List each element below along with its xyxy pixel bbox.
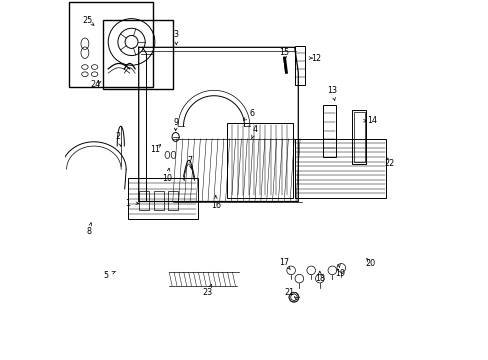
Text: 11: 11 [149,145,160,154]
Text: 9: 9 [173,118,178,127]
Bar [102,21,172,89]
Text: 14: 14 [366,116,376,125]
Text: 15: 15 [279,48,289,57]
Text: 10: 10 [162,174,172,183]
Bar [128,178,198,220]
Bar [226,123,292,198]
Bar [351,110,366,164]
Bar [168,191,178,211]
Text: 24: 24 [90,81,101,90]
Bar [294,139,386,198]
Bar [139,191,149,211]
Bar [353,112,364,162]
Bar [69,3,153,87]
Text: 3: 3 [174,30,179,39]
Bar [153,191,163,211]
Text: 12: 12 [310,54,321,63]
Text: 1: 1 [125,199,130,208]
Text: 25: 25 [82,16,93,25]
Text: 21: 21 [284,288,294,297]
Text: 22: 22 [384,159,394,168]
Text: 13: 13 [326,86,337,95]
Text: 20: 20 [365,259,375,268]
Text: 17: 17 [278,258,288,267]
Text: 16: 16 [210,201,221,210]
Text: 7: 7 [187,156,192,165]
Text: 2: 2 [116,132,121,141]
Text: 19: 19 [335,269,345,278]
Text: 8: 8 [86,228,91,237]
Bar [294,45,305,85]
Text: 4: 4 [252,125,257,134]
Bar [323,105,335,157]
Text: 5: 5 [103,270,109,279]
Text: 18: 18 [314,274,324,283]
Text: 6: 6 [249,109,254,118]
Text: 23: 23 [203,288,213,297]
